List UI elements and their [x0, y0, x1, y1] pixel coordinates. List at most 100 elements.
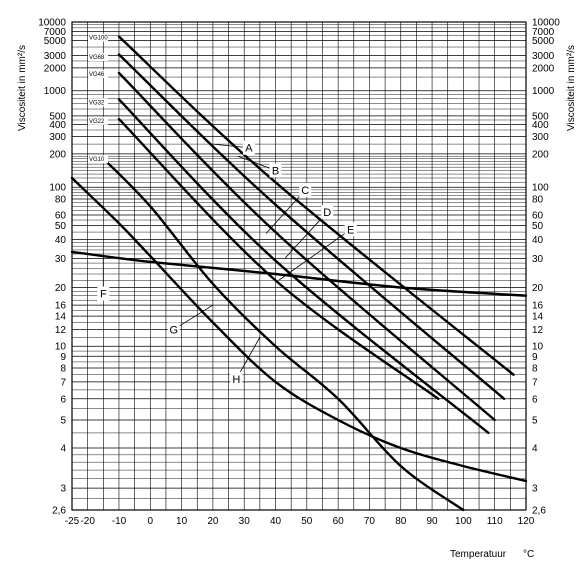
- y-tick-label-right: 9: [532, 352, 538, 363]
- y-tick-label-right: 500: [532, 111, 549, 122]
- y-tick-label-left: 30: [55, 254, 67, 265]
- label-backdrop-g: [167, 322, 180, 337]
- grade-label-backdrop: [88, 116, 108, 125]
- grade-label: VG100: [89, 36, 108, 42]
- x-tick-label: 90: [427, 516, 439, 527]
- grade-label: VG22: [89, 119, 105, 125]
- x-axis-label: Temperatuur: [450, 549, 507, 560]
- y-tick-label-right: 40: [532, 235, 544, 246]
- x-tick-label: 40: [270, 516, 282, 527]
- series-line-b: [117, 53, 506, 400]
- series-line-d: [117, 98, 490, 435]
- y-tick-label-left: 60: [55, 210, 67, 221]
- y-tick-label-left: 9: [60, 352, 66, 363]
- y-tick-label-left: 3000: [44, 51, 67, 62]
- plot-frame: [71, 21, 527, 511]
- y-tick-label-right: 12: [532, 325, 544, 336]
- y-tick-label-right: 80: [532, 194, 544, 205]
- grade-label-backdrop: [88, 33, 108, 42]
- label-backdrop-d: [321, 205, 334, 220]
- y-tick-label-right: 16: [532, 301, 544, 312]
- y-axis-label-left: Viscositeit in mm²/s: [17, 45, 28, 131]
- x-tick-label: 0: [147, 516, 153, 527]
- series-line-f: [70, 250, 528, 297]
- y-tick-label-left: 6: [60, 394, 66, 405]
- label-backdrop-a: [242, 140, 255, 155]
- y-tick-label-left: 10: [55, 342, 67, 353]
- y-tick-label-left: 500: [49, 111, 66, 122]
- label-backdrop-e: [344, 222, 357, 237]
- y-tick-label-left: 80: [55, 194, 67, 205]
- y-tick-label-left: 4: [60, 444, 66, 455]
- x-tick-label: 50: [301, 516, 313, 527]
- curve-label-e: E: [347, 224, 354, 236]
- y-tick-label-left: 100: [49, 183, 66, 194]
- y-tick-label-left: 300: [49, 132, 66, 143]
- y-tick-label-left: 5: [60, 415, 66, 426]
- label-backdrop-f: [97, 286, 110, 301]
- y-tick-label-right: 6: [532, 394, 538, 405]
- y-tick-label-right: 8: [532, 364, 538, 375]
- y-tick-label-right: 20: [532, 283, 544, 294]
- y-tick-label-right: 30: [532, 254, 544, 265]
- y-tick-label-left: 16: [55, 301, 67, 312]
- y-tick-label-left: 10000: [38, 18, 66, 29]
- leader-line-e: [278, 229, 351, 281]
- curve-label-a: A: [245, 143, 253, 155]
- y-tick-label-left: 3: [60, 484, 66, 495]
- series-line-a: [117, 35, 515, 376]
- y-tick-label-right: 2,6: [532, 506, 546, 517]
- y-tick-label-right: 5000: [532, 36, 555, 47]
- grade-label: VG32: [89, 100, 105, 106]
- x-tick-label: -25: [65, 516, 80, 527]
- curve-label-f: F: [100, 289, 107, 301]
- label-backdrop-c: [299, 182, 312, 197]
- y-tick-label-left: 50: [55, 221, 67, 232]
- y-tick-label-left: 7000: [44, 27, 67, 38]
- y-tick-label-right: 7000: [532, 27, 555, 38]
- series-line-c: [117, 71, 496, 422]
- y-tick-label-right: 10: [532, 342, 544, 353]
- leader-line-d: [284, 211, 328, 259]
- y-tick-label-right: 300: [532, 132, 549, 143]
- series-line-e: [117, 117, 440, 400]
- y-tick-label-right: 400: [532, 120, 549, 131]
- x-tick-label: 60: [333, 516, 345, 527]
- curve-annotations: A B C D E F G H VG100 VG68 VG46 VG32 VG22 VG10: [88, 33, 357, 386]
- y-tick-label-left: 20: [55, 283, 67, 294]
- y-tick-label-right: 5: [532, 415, 538, 426]
- series-line-g: [70, 176, 528, 483]
- y-tick-label-right: 7: [532, 377, 538, 388]
- x-tick-label: 10: [176, 516, 188, 527]
- grade-label: VG46: [89, 72, 105, 78]
- y-axis-label-right: Viscositeit in mm²/s: [566, 45, 577, 131]
- x-tick-label: 20: [207, 516, 219, 527]
- y-tick-label-right: 100: [532, 183, 549, 194]
- x-tick-label: 110: [487, 516, 503, 527]
- grade-label-backdrop: [88, 155, 108, 164]
- leader-line-a: [212, 143, 249, 149]
- leader-line-g: [173, 304, 214, 330]
- y-tick-label-left: 14: [55, 312, 67, 323]
- y-tick-label-right: 60: [532, 210, 544, 221]
- x-tick-label: -10: [112, 516, 127, 527]
- y-tick-label-right: 2000: [532, 63, 555, 74]
- series-lines: [70, 35, 528, 512]
- x-tick-label: 30: [239, 516, 251, 527]
- curve-label-g: G: [169, 325, 178, 337]
- y-tick-label-left: 5000: [44, 36, 67, 47]
- grade-label-backdrop: [88, 52, 108, 61]
- y-tick-label-right: 1000: [532, 86, 555, 97]
- y-tick-label-right: 14: [532, 312, 544, 323]
- y-tick-label-left: 400: [49, 120, 66, 131]
- label-backdrop-h: [230, 371, 243, 386]
- grade-label-backdrop: [88, 69, 108, 78]
- curve-label-h: H: [232, 374, 240, 386]
- y-tick-label-right: 3: [532, 484, 538, 495]
- grade-label: VG68: [89, 55, 105, 61]
- y-tick-label-left: 1000: [44, 86, 67, 97]
- x-axis-unit: °C: [523, 549, 534, 560]
- y-tick-label-left: 200: [49, 149, 66, 160]
